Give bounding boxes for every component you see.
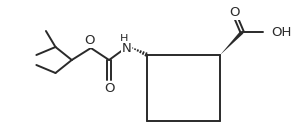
Text: O: O bbox=[85, 35, 95, 48]
Polygon shape bbox=[220, 31, 243, 55]
Text: H: H bbox=[120, 34, 129, 44]
Text: O: O bbox=[229, 6, 240, 19]
Text: O: O bbox=[104, 82, 114, 95]
Text: OH: OH bbox=[271, 25, 291, 38]
Text: N: N bbox=[121, 42, 131, 55]
